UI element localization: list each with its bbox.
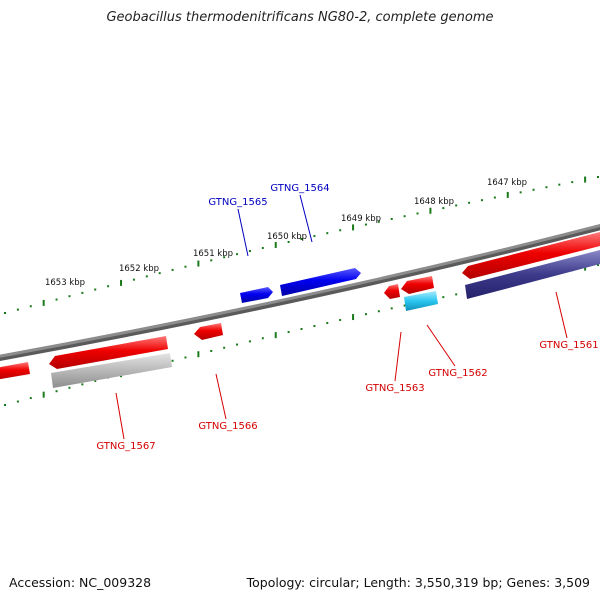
scale-tick-label: 1652 kbp: [119, 264, 159, 274]
gene-label-gtng-1563[interactable]: GTNG_1563: [365, 383, 424, 394]
scale-tick-label: 1649 kbp: [341, 214, 381, 224]
gene-gtng-1565[interactable]: [240, 287, 273, 303]
scale-tick-label: 1653 kbp: [45, 278, 85, 288]
leader-line-gtng-1562: [426, 324, 456, 367]
map-title: Geobacillus thermodenitrificans NG80-2, …: [106, 10, 494, 25]
gene-gtng-1564[interactable]: [280, 268, 361, 296]
gene-label-gtng-1561[interactable]: GTNG_1561: [539, 340, 598, 351]
gene-gtng-1566[interactable]: [194, 323, 223, 340]
leader-line-gtng-1567: [115, 392, 125, 440]
backbone-shadow: [0, 224, 600, 361]
accession-text: Accession: NC_009328: [9, 575, 152, 590]
gene-label-gtng-1564[interactable]: GTNG_1564: [270, 183, 329, 194]
gene-label-gtng-1562[interactable]: GTNG_1562: [428, 368, 487, 379]
scale-tick-label: 1648 kbp: [414, 197, 454, 207]
cog-bar-cyan[interactable]: [404, 291, 438, 311]
leader-line-gtng-1566: [215, 373, 227, 420]
leader-line-gtng-1565: [237, 208, 249, 257]
scale-tick-label: 1650 kbp: [267, 232, 307, 242]
leader-line-gtng-1564: [299, 194, 313, 243]
scale-tick-label: 1647 kbp: [487, 178, 527, 188]
gene-gtng-1563[interactable]: [384, 284, 400, 299]
cog-bar-gray[interactable]: [51, 353, 172, 388]
leader-line-gtng-1561: [555, 291, 568, 339]
gene-label-gtng-1565[interactable]: GTNG_1565: [208, 197, 267, 208]
genome-backbone: [0, 224, 600, 358]
gene-gtng-1562[interactable]: [401, 276, 434, 294]
leader-line-gtng-1563: [394, 331, 402, 382]
gene-gtng-1561[interactable]: [462, 232, 600, 279]
gene-gtng-1567[interactable]: [49, 336, 168, 369]
gene-label-gtng-1566[interactable]: GTNG_1566: [198, 421, 257, 432]
cog-bar-dark[interactable]: [465, 250, 600, 299]
forward-ruler-track: [4, 176, 599, 314]
gene-label-gtng-1567[interactable]: GTNG_1567: [96, 441, 155, 452]
gene-gtng-1567-left[interactable]: [0, 362, 30, 380]
scale-tick-label: 1651 kbp: [193, 249, 233, 259]
genome-summary-text: Topology: circular; Length: 3,550,319 bp…: [246, 575, 590, 590]
